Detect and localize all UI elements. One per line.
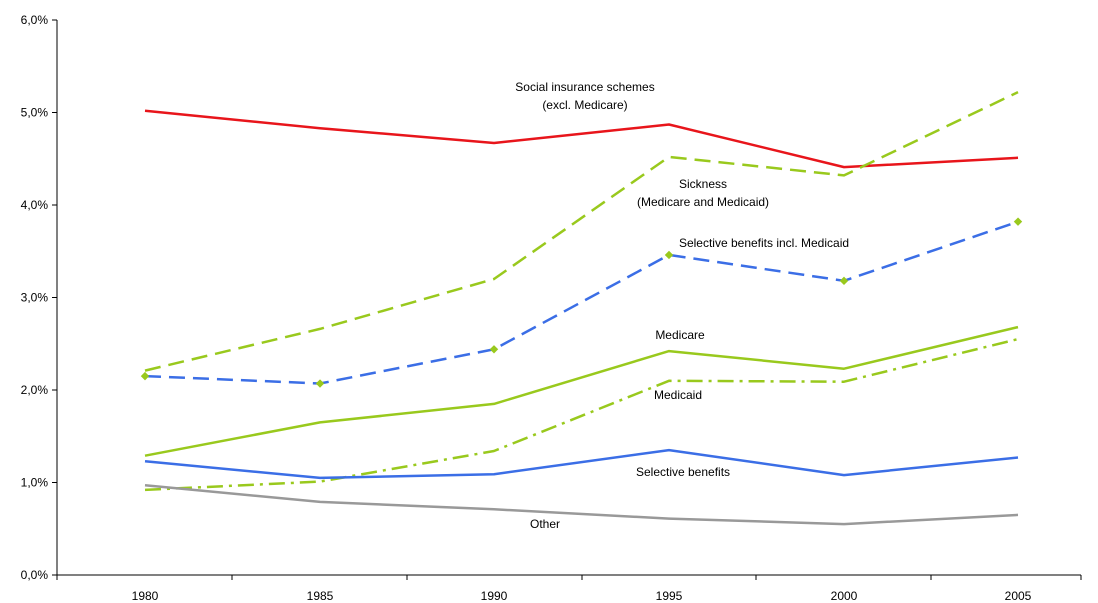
data-point-selective_medicaid — [664, 250, 674, 260]
x-tick-label: 1980 — [132, 589, 159, 603]
data-point-selective_medicaid — [839, 276, 849, 286]
y-tick-label: 4,0% — [21, 198, 49, 212]
x-tick-label: 1985 — [307, 589, 334, 603]
series-label-social: Social insurance schemes (excl. Medicare) — [515, 80, 654, 112]
series-label-selective: Selective benefits — [636, 465, 730, 479]
axes: 0,0% 1,0% 2,0% 3,0% 4,0% 5,0% 6,0% 1980 1985 1990… — [21, 13, 1082, 603]
series-line-other — [144, 484, 1019, 526]
series-label-medicare: Medicare — [655, 328, 705, 342]
series-label-selective_medicaid: Selective benefits incl. Medicaid — [679, 236, 849, 250]
series-lines — [144, 90, 1019, 526]
data-point-selective_medicaid — [489, 345, 499, 354]
series-line-social — [144, 109, 1019, 169]
series-label-medicaid: Medicaid — [654, 388, 702, 402]
series-line-medicare — [144, 325, 1019, 457]
y-tick-label: 2,0% — [21, 383, 49, 397]
y-tick-label: 3,0% — [21, 291, 49, 305]
series-label-other: Other — [530, 517, 560, 531]
data-point-selective_medicaid — [315, 379, 325, 388]
data-point-selective_medicaid — [140, 371, 150, 381]
x-tick-label: 1990 — [481, 589, 508, 603]
series-line-medicaid — [144, 337, 1019, 492]
series-label-sickness: Sickness (Medicare and Medicaid) — [637, 177, 769, 209]
series-line-selective — [144, 448, 1019, 480]
series-line-selective_medicaid — [144, 220, 1019, 385]
series-line-sickness — [144, 90, 1019, 372]
x-tick-label: 2005 — [1005, 589, 1032, 603]
y-tick-label: 0,0% — [21, 568, 49, 582]
series-markers — [140, 217, 1023, 388]
series-labels: Social insurance schemes (excl. Medicare)… — [515, 80, 849, 531]
x-tick-label: 2000 — [831, 589, 858, 603]
x-tick-label: 1995 — [656, 589, 683, 603]
y-tick-label: 6,0% — [21, 13, 49, 27]
data-point-selective_medicaid — [1013, 217, 1023, 226]
y-tick-label: 5,0% — [21, 106, 49, 120]
y-tick-label: 1,0% — [21, 476, 49, 490]
